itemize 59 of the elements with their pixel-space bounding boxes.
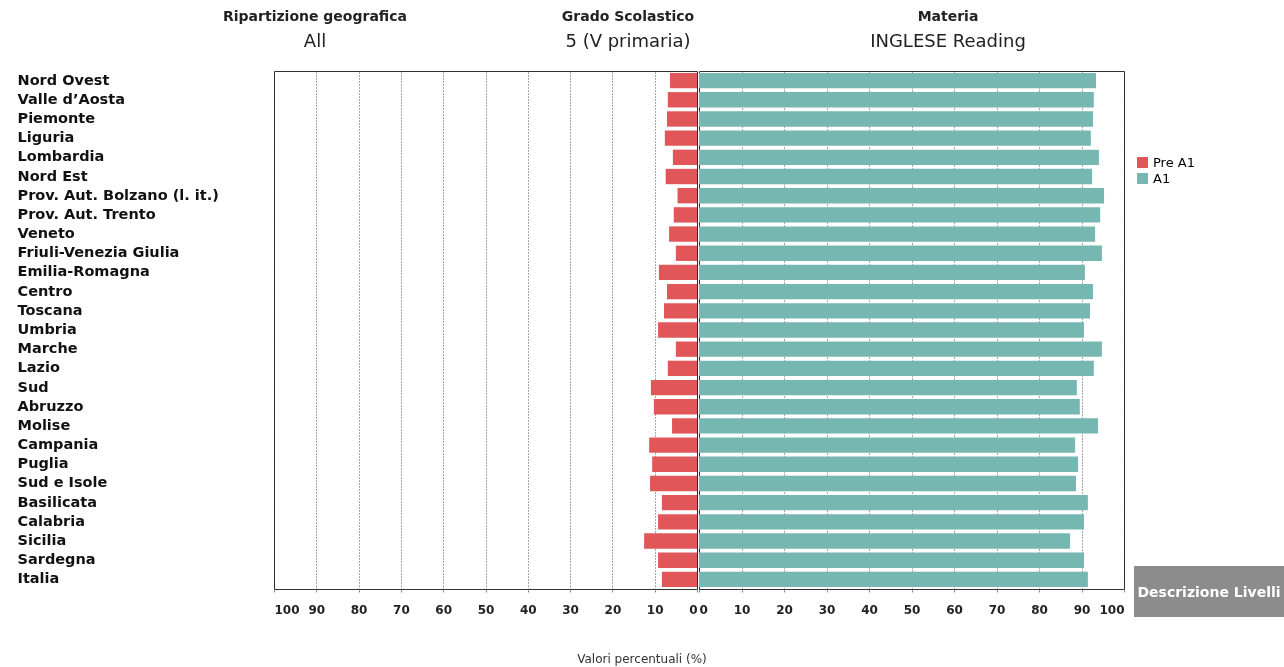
x-tick-label: 60	[435, 602, 453, 617]
x-tick-label: 50	[903, 602, 921, 617]
text: Grado Scolastico	[560, 8, 696, 24]
x-tick-label: 20	[604, 602, 622, 617]
text: Materia	[916, 8, 980, 24]
x-tick-label: 100	[274, 602, 300, 617]
x-tick-label: 90	[308, 602, 326, 617]
x-tick-label: 90	[1073, 602, 1091, 617]
y-tick-label: Marche	[17, 340, 78, 357]
y-tick-label: Liguria	[17, 129, 75, 146]
y-tick-label: Valle d’Aosta	[17, 90, 125, 107]
y-tick-label: Italia	[17, 570, 60, 587]
y-tick-label: Emilia-Romagna	[17, 263, 150, 280]
x-tick-label: 40	[861, 602, 878, 617]
x-tick-label: 40	[519, 602, 537, 617]
y-tick-label: Sicilia	[17, 532, 67, 549]
y-tick-label: Molise	[17, 416, 71, 433]
text: Valori percentuali (%)	[576, 652, 708, 666]
y-tick-label: Nord Est	[17, 167, 88, 184]
y-tick-label: Veneto	[17, 225, 75, 242]
x-tick-label: 100	[1099, 602, 1125, 617]
y-tick-label: Lombardia	[17, 148, 105, 165]
y-tick-label: Basilicata	[17, 493, 97, 510]
text: All	[302, 30, 328, 51]
x-tick-label: 70	[393, 602, 410, 617]
y-tick-label: Friuli-Venezia Giulia	[17, 244, 180, 261]
x-tick-label: 20	[776, 602, 793, 617]
text: INGLESE Reading	[869, 30, 1027, 51]
x-tick-label: 80	[1031, 602, 1048, 617]
y-tick-label: Prov. Aut. Bolzano (l. it.)	[17, 186, 219, 203]
y-tick-label: Sud	[17, 378, 49, 395]
y-tick-label: Prov. Aut. Trento	[17, 205, 156, 222]
y-tick-label: Piemonte	[17, 109, 96, 126]
legend-label: A1	[1153, 170, 1171, 186]
x-tick-label: 80	[350, 602, 368, 617]
descrizione-button[interactable]: Descrizione Livelli	[1134, 566, 1284, 617]
y-tick-label: Puglia	[17, 455, 69, 472]
x-tick-label: 60	[946, 602, 963, 617]
text: 5 (V primaria)	[564, 30, 692, 51]
y-tick-label: Lazio	[17, 359, 60, 376]
legend-label: Pre A1	[1153, 154, 1195, 170]
x-tick-label: 30	[818, 602, 836, 617]
y-tick-label: Sardegna	[17, 551, 96, 568]
text: Ripartizione geografica	[222, 8, 408, 24]
x-tick-label: 10	[733, 602, 751, 617]
y-tick-label: Abruzzo	[17, 397, 84, 414]
x-tick-label: 0	[699, 602, 708, 617]
y-tick-label: Nord Ovest	[17, 71, 110, 88]
y-tick-label: Toscana	[17, 301, 83, 318]
y-tick-label: Centro	[17, 282, 73, 299]
y-tick-label: Campania	[17, 436, 99, 453]
y-tick-label: Umbria	[17, 321, 77, 337]
x-tick-label: 0	[689, 602, 698, 617]
x-tick-label: 70	[988, 602, 1006, 617]
y-tick-label: Sud e Isole	[17, 474, 108, 491]
x-tick-label: 50	[477, 602, 495, 617]
x-tick-label: 10	[646, 602, 664, 617]
x-tick-label: 30	[562, 602, 579, 617]
y-tick-label: Calabria	[17, 512, 85, 529]
